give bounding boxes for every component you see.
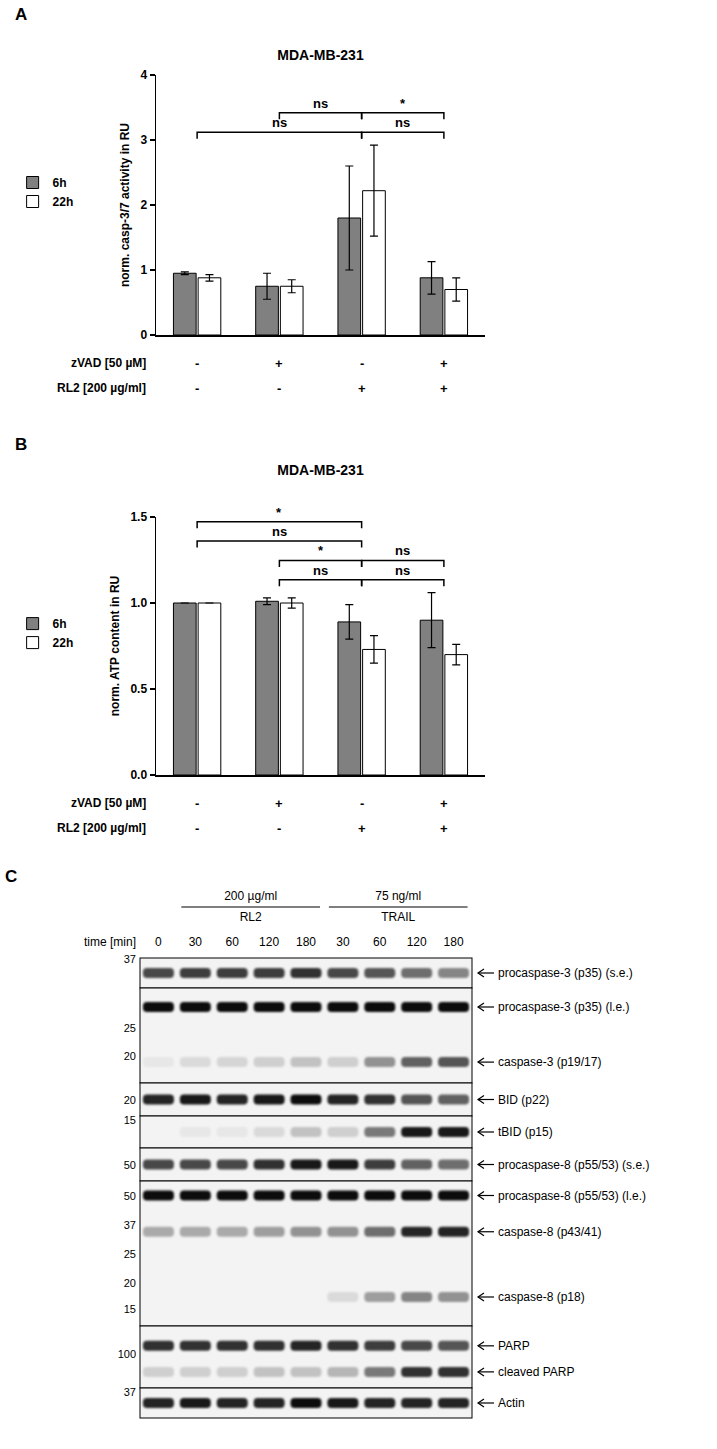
svg-text:norm. ATP content in RU: norm. ATP content in RU <box>108 576 122 716</box>
svg-text:0: 0 <box>140 328 147 342</box>
svg-text:37: 37 <box>124 953 136 965</box>
svg-text:+: + <box>440 381 448 396</box>
svg-text:4: 4 <box>140 68 147 82</box>
svg-text:RL2 [200 µg/ml]: RL2 [200 µg/ml] <box>57 381 146 395</box>
svg-text:procaspase-3 (p35) (l.e.): procaspase-3 (p35) (l.e.) <box>498 1000 629 1014</box>
svg-text:+: + <box>440 821 448 836</box>
svg-text:180: 180 <box>296 935 316 949</box>
svg-text:20: 20 <box>124 1277 136 1289</box>
svg-text:0: 0 <box>155 935 162 949</box>
svg-text:time [min]: time [min] <box>84 935 136 949</box>
svg-text:-: - <box>195 821 199 836</box>
svg-text:ns: ns <box>272 524 287 539</box>
svg-text:200 µg/ml: 200 µg/ml <box>224 889 277 903</box>
svg-text:1.0: 1.0 <box>130 596 147 610</box>
svg-text:caspase-3 (p19/17): caspase-3 (p19/17) <box>498 1055 601 1069</box>
svg-text:22h: 22h <box>53 195 74 209</box>
svg-text:20: 20 <box>124 1050 136 1062</box>
svg-text:15: 15 <box>124 1114 136 1126</box>
svg-text:procaspase-3 (p35) (s.e.): procaspase-3 (p35) (s.e.) <box>498 966 633 980</box>
svg-text:+: + <box>440 796 448 811</box>
svg-text:25: 25 <box>124 1248 136 1260</box>
svg-text:60: 60 <box>226 935 240 949</box>
svg-text:B: B <box>15 435 27 454</box>
svg-text:6h: 6h <box>53 176 67 190</box>
svg-text:+: + <box>358 381 366 396</box>
svg-text:-: - <box>195 356 199 371</box>
svg-text:RL2: RL2 <box>240 910 262 924</box>
svg-text:*: * <box>276 505 282 520</box>
svg-text:+: + <box>275 796 283 811</box>
svg-text:180: 180 <box>444 935 464 949</box>
svg-text:+: + <box>440 356 448 371</box>
svg-text:Actin: Actin <box>498 1396 525 1410</box>
svg-text:-: - <box>195 381 199 396</box>
svg-text:30: 30 <box>189 935 203 949</box>
svg-text:caspase-8 (p18): caspase-8 (p18) <box>498 1290 585 1304</box>
svg-text:1: 1 <box>140 263 147 277</box>
svg-text:+: + <box>358 821 366 836</box>
svg-text:25: 25 <box>124 1022 136 1034</box>
svg-text:3: 3 <box>140 133 147 147</box>
svg-text:30: 30 <box>336 935 350 949</box>
svg-text:TRAIL: TRAIL <box>381 910 415 924</box>
svg-text:75 ng/ml: 75 ng/ml <box>375 889 421 903</box>
svg-text:60: 60 <box>373 935 387 949</box>
svg-text:6h: 6h <box>53 617 67 631</box>
svg-text:ns: ns <box>313 96 328 111</box>
svg-text:+: + <box>275 356 283 371</box>
svg-text:*: * <box>400 96 406 111</box>
svg-text:120: 120 <box>259 935 279 949</box>
svg-text:ns: ns <box>313 563 328 578</box>
svg-text:2: 2 <box>140 198 147 212</box>
svg-text:cleaved PARP: cleaved PARP <box>498 1365 574 1379</box>
svg-text:caspase-8 (p43/41): caspase-8 (p43/41) <box>498 1225 601 1239</box>
svg-text:50: 50 <box>124 1159 136 1171</box>
svg-text:PARP: PARP <box>498 1339 530 1353</box>
svg-text:C: C <box>5 867 17 886</box>
svg-text:37: 37 <box>124 1386 136 1398</box>
svg-text:0.0: 0.0 <box>130 768 147 782</box>
svg-text:50: 50 <box>124 1190 136 1202</box>
svg-text:RL2 [200 µg/ml]: RL2 [200 µg/ml] <box>57 821 146 835</box>
svg-text:MDA-MB-231: MDA-MB-231 <box>277 462 364 478</box>
svg-text:1.5: 1.5 <box>130 510 147 524</box>
svg-text:ns: ns <box>272 115 287 130</box>
svg-text:100: 100 <box>118 1348 136 1360</box>
svg-text:zVAD [50 µM]: zVAD [50 µM] <box>71 796 146 810</box>
svg-text:20: 20 <box>124 1094 136 1106</box>
svg-text:37: 37 <box>124 1219 136 1231</box>
svg-text:tBID (p15): tBID (p15) <box>498 1125 553 1139</box>
svg-text:procaspase-8 (p55/53) (s.e.): procaspase-8 (p55/53) (s.e.) <box>498 1158 649 1172</box>
svg-text:zVAD [50 µM]: zVAD [50 µM] <box>71 356 146 370</box>
svg-text:norm. casp-3/7 activity in RU: norm. casp-3/7 activity in RU <box>118 123 132 287</box>
svg-text:*: * <box>318 543 324 558</box>
svg-text:-: - <box>277 821 281 836</box>
svg-text:ns: ns <box>395 115 410 130</box>
svg-text:-: - <box>360 356 364 371</box>
svg-text:MDA-MB-231: MDA-MB-231 <box>277 47 364 63</box>
svg-text:22h: 22h <box>53 636 74 650</box>
svg-text:ns: ns <box>395 563 410 578</box>
svg-text:-: - <box>195 796 199 811</box>
svg-text:ns: ns <box>395 543 410 558</box>
svg-text:procaspase-8 (p55/53) (l.e.): procaspase-8 (p55/53) (l.e.) <box>498 1189 646 1203</box>
svg-text:-: - <box>360 796 364 811</box>
svg-text:0.5: 0.5 <box>130 682 147 696</box>
svg-text:120: 120 <box>407 935 427 949</box>
svg-text:BID (p22): BID (p22) <box>498 1093 549 1107</box>
svg-text:A: A <box>15 5 27 24</box>
svg-text:15: 15 <box>124 1303 136 1315</box>
svg-text:-: - <box>277 381 281 396</box>
